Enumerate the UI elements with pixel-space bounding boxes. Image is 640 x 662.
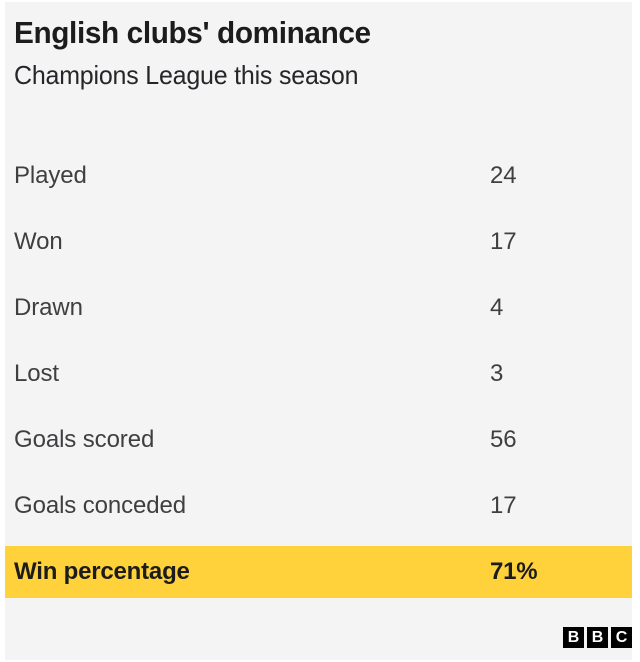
bbc-logo-block-c: C xyxy=(611,627,632,648)
row-label: Lost xyxy=(14,360,59,387)
table-row: Won 17 xyxy=(5,216,632,268)
table-row: Goals conceded 17 xyxy=(5,480,632,532)
header: English clubs' dominance Champions Leagu… xyxy=(5,2,632,92)
table-row-highlighted: Win percentage 71% xyxy=(5,546,632,598)
bbc-logo-block-b1: B xyxy=(563,627,584,648)
row-value: 4 xyxy=(490,294,504,321)
bbc-logo: B B C xyxy=(563,627,632,648)
page-subtitle: Champions League this season xyxy=(14,60,359,90)
page-title: English clubs' dominance xyxy=(14,15,371,50)
row-label: Won xyxy=(14,228,63,255)
bbc-logo-block-b2: B xyxy=(587,627,608,648)
row-value: 24 xyxy=(490,162,517,189)
row-value: 56 xyxy=(490,426,517,453)
table-row: Played 24 xyxy=(5,150,632,202)
row-label: Win percentage xyxy=(14,558,190,585)
row-label: Goals scored xyxy=(14,426,155,453)
table-row: Goals scored 56 xyxy=(5,414,632,466)
row-value: 71% xyxy=(490,558,538,585)
row-label: Drawn xyxy=(14,294,83,321)
row-value: 3 xyxy=(490,360,504,387)
stats-table: Played 24 Won 17 Drawn 4 Lost 3 Goals sc… xyxy=(5,150,632,598)
table-row: Drawn 4 xyxy=(5,282,632,334)
row-label: Goals conceded xyxy=(14,492,187,519)
row-label: Played xyxy=(14,162,87,189)
row-value: 17 xyxy=(490,492,517,519)
row-value: 17 xyxy=(490,228,517,255)
table-row: Lost 3 xyxy=(5,348,632,400)
